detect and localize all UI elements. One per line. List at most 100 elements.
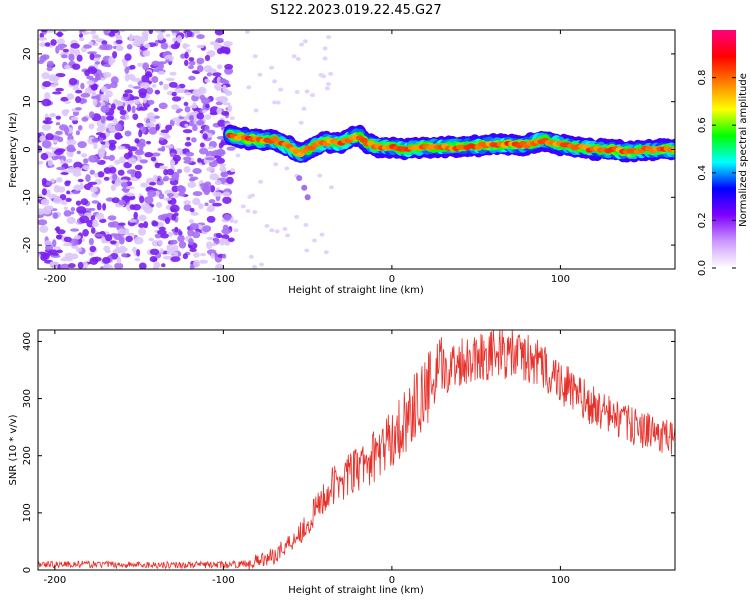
noise-speckle bbox=[196, 65, 204, 73]
noise-speckle bbox=[149, 248, 160, 255]
noise-speckle bbox=[56, 166, 66, 171]
noise-speckle bbox=[66, 93, 75, 100]
noise-speckle bbox=[121, 188, 130, 192]
colorbar-tick-label: 0.8 bbox=[697, 70, 708, 86]
noise-speckle bbox=[96, 202, 102, 211]
noise-speckle bbox=[99, 132, 107, 138]
noise-speckle bbox=[63, 206, 68, 211]
signal-trace-mark bbox=[301, 184, 308, 191]
noise-speckle bbox=[250, 193, 255, 198]
noise-speckle bbox=[46, 60, 54, 67]
noise-speckle bbox=[152, 68, 160, 72]
noise-speckle bbox=[61, 54, 68, 59]
noise-speckle bbox=[114, 159, 121, 165]
noise-speckle bbox=[49, 75, 60, 82]
noise-speckle bbox=[222, 224, 229, 231]
noise-speckle bbox=[41, 98, 52, 107]
noise-speckle bbox=[158, 226, 166, 231]
noise-speckle bbox=[97, 171, 105, 178]
noise-speckle bbox=[219, 166, 227, 173]
noise-speckle bbox=[127, 232, 135, 237]
noise-speckle bbox=[259, 262, 264, 267]
noise-speckle bbox=[257, 72, 263, 77]
noise-speckle bbox=[146, 112, 155, 120]
noise-speckle bbox=[124, 114, 130, 120]
noise-speckle bbox=[184, 59, 189, 67]
noise-speckle bbox=[189, 248, 197, 253]
noise-speckle bbox=[149, 118, 157, 123]
noise-speckle bbox=[114, 181, 121, 187]
noise-speckle bbox=[91, 138, 100, 143]
noise-speckle bbox=[118, 156, 126, 164]
noise-speckle bbox=[174, 226, 179, 233]
noise-speckle bbox=[159, 137, 165, 141]
noise-speckle bbox=[102, 256, 111, 264]
noise-speckle bbox=[88, 123, 95, 130]
signal-trace-mark bbox=[270, 136, 279, 142]
snr-x-ticks: -200 -100 0 100 bbox=[44, 330, 570, 586]
noise-speckle bbox=[220, 172, 229, 178]
noise-speckle bbox=[196, 119, 205, 126]
noise-speckle bbox=[94, 61, 101, 65]
noise-speckle bbox=[253, 108, 259, 113]
noise-speckle bbox=[159, 81, 164, 86]
noise-speckle bbox=[302, 39, 308, 44]
noise-speckle bbox=[67, 263, 76, 269]
noise-speckle bbox=[183, 156, 192, 162]
noise-speckle bbox=[134, 164, 143, 170]
noise-speckle bbox=[176, 108, 183, 112]
noise-speckle bbox=[212, 72, 222, 77]
noise-speckle bbox=[127, 100, 137, 104]
noise-speckle bbox=[92, 34, 99, 40]
noise-speckle bbox=[269, 65, 275, 70]
colorbar-label: Normalized spectral amplitude bbox=[738, 73, 749, 227]
noise-speckle bbox=[140, 182, 148, 188]
snr-y-ticks: 0 100 200 300 400 bbox=[22, 332, 675, 573]
noise-speckle bbox=[206, 72, 213, 77]
noise-speckle bbox=[323, 250, 329, 255]
noise-speckle bbox=[171, 91, 177, 97]
noise-speckle bbox=[284, 166, 290, 171]
noise-speckle bbox=[53, 139, 58, 144]
noise-speckle bbox=[38, 219, 48, 226]
noise-speckle bbox=[128, 33, 134, 42]
noise-speckle bbox=[66, 144, 76, 152]
noise-speckle bbox=[75, 200, 82, 206]
noise-speckle bbox=[124, 66, 130, 74]
noise-speckle bbox=[188, 115, 194, 121]
noise-speckle bbox=[75, 130, 80, 136]
noise-speckle bbox=[60, 159, 64, 165]
snr-y-tick-label: 200 bbox=[22, 446, 33, 465]
noise-speckle bbox=[157, 239, 163, 246]
noise-speckle bbox=[187, 181, 197, 188]
noise-speckle bbox=[138, 223, 145, 228]
noise-speckle bbox=[146, 140, 151, 145]
noise-speckle bbox=[152, 257, 158, 262]
noise-speckle bbox=[50, 84, 57, 88]
noise-speckle bbox=[326, 82, 331, 86]
noise-speckle bbox=[104, 94, 110, 102]
spectrogram-y-tick-label: -20 bbox=[22, 237, 33, 253]
noise-speckle bbox=[102, 203, 107, 211]
noise-speckle bbox=[63, 236, 72, 243]
noise-speckle bbox=[130, 96, 140, 100]
noise-speckle bbox=[60, 200, 68, 205]
noise-speckle bbox=[222, 253, 227, 259]
noise-speckle bbox=[294, 214, 300, 219]
noise-speckle bbox=[204, 202, 209, 207]
noise-speckle bbox=[204, 125, 210, 132]
noise-speckle bbox=[83, 44, 92, 49]
noise-speckle bbox=[199, 183, 209, 188]
noise-speckle bbox=[69, 47, 75, 55]
noise-speckle bbox=[69, 211, 75, 215]
noise-speckle bbox=[214, 30, 224, 36]
noise-speckle bbox=[103, 263, 113, 269]
noise-speckle bbox=[126, 104, 132, 112]
noise-speckle bbox=[91, 200, 100, 204]
noise-speckle bbox=[89, 245, 97, 253]
snr-x-tick-label: 100 bbox=[551, 575, 570, 586]
noise-speckle bbox=[74, 235, 81, 240]
noise-speckle bbox=[94, 76, 102, 81]
noise-speckle bbox=[56, 249, 63, 254]
noise-speckle bbox=[278, 87, 284, 92]
